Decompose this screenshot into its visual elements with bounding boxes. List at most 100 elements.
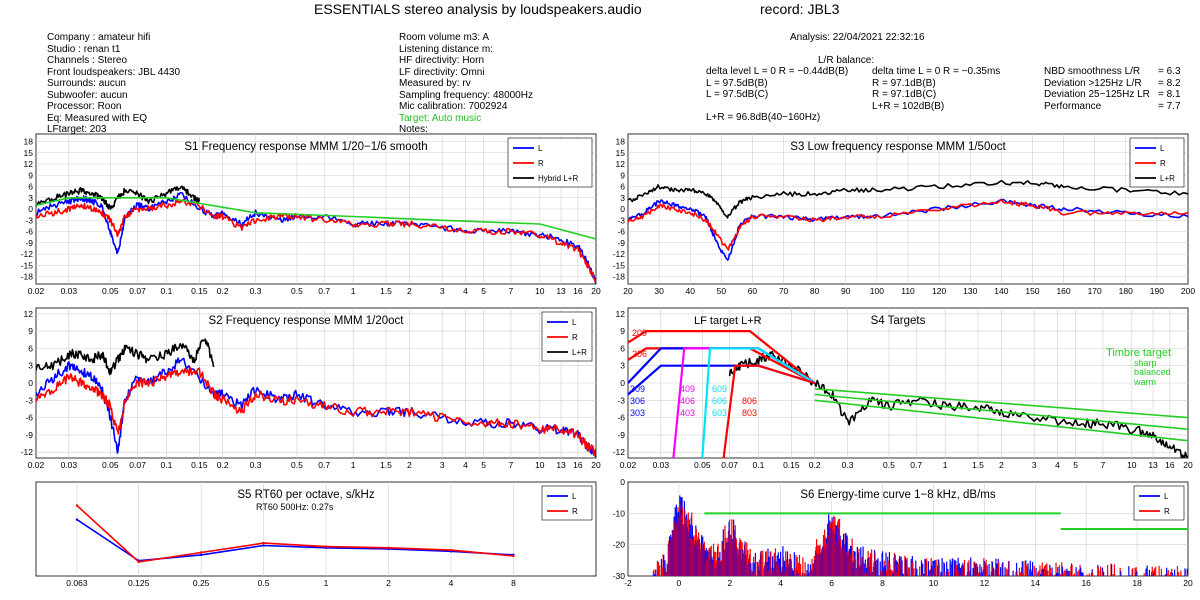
balance-col-left: delta level L = 0 R = −0.44dB(B) L = 97.… [706, 66, 848, 124]
x-tick-label: 5 [481, 460, 486, 470]
y-tick-label: 0 [28, 378, 33, 388]
panel-s2: 0.02 0.03 0.05 0.07 0.1 0.15 0.2 0.3 0.5 0.7 1 1.5 2… [21, 307, 601, 470]
x-tick-label: 190 [1150, 286, 1164, 296]
x-tick-label: 70 [779, 286, 789, 296]
x-tick-label: 200 [1181, 286, 1195, 296]
balance-level-l-b: L = 97.5dB(B) [706, 77, 768, 89]
series-hybrid-l-r [36, 185, 201, 210]
info-surrounds: Surrounds: aucun [47, 78, 126, 89]
y-tick-label: 3 [28, 193, 33, 203]
x-tick-label: 0.15 [191, 460, 208, 470]
x-tick-label: 16 [1165, 460, 1175, 470]
x-tick-label: 0.05 [694, 460, 711, 470]
data-point [75, 518, 79, 521]
panel-s4: 0.02 0.03 0.05 0.07 0.1 0.15 0.2 0.3 0.5 0.7 1 1.5 2… [613, 307, 1193, 470]
x-tick-label: 0.2 [217, 286, 229, 296]
x-tick-label: 0.2 [809, 460, 821, 470]
x-tick-label: 60 [748, 286, 758, 296]
plot-area [75, 504, 515, 564]
x-tick-label: 0.7 [318, 286, 330, 296]
x-tick-label: 0.15 [191, 286, 208, 296]
y-tick-label: -20 [613, 540, 626, 550]
y-tick-label: 0 [620, 477, 625, 487]
legend: LR [541, 485, 593, 521]
legend-label: R [572, 507, 578, 516]
y-tick-label: 12 [616, 309, 626, 319]
series-lf-806 [722, 364, 816, 458]
x-tick-label: 0.05 [102, 286, 119, 296]
x-tick-label: 140 [994, 286, 1008, 296]
legend-label: L [1160, 144, 1165, 153]
info-listening-distance: Listening distance m: [399, 43, 493, 55]
x-tick-label: 3 [1032, 460, 1037, 470]
lf-label-red: 206 [632, 349, 647, 359]
legend-label: R [538, 159, 544, 168]
score-label-dev-lf: Deviation 25−125Hz LR [1044, 89, 1150, 100]
x-tick-label: 13 [556, 460, 566, 470]
x-tick-label: 3 [440, 286, 445, 296]
legend-label: Hybrid L+R [538, 174, 578, 183]
y-tick-label: 9 [28, 170, 33, 180]
x-tick-label: 0.05 [102, 460, 119, 470]
legend-label: L [572, 492, 577, 501]
info-channels: Channels : Stereo [47, 55, 128, 66]
x-tick-label: 160 [1056, 286, 1070, 296]
panel-title: S2 Frequency response MMM 1/20oct [209, 315, 405, 327]
y-tick-label: -6 [617, 413, 625, 423]
x-tick-label: 4 [778, 578, 783, 588]
plot-area [628, 330, 1188, 458]
x-tick-label: 30 [654, 286, 664, 296]
balance-heading: L/R balance: [818, 55, 875, 66]
y-tick-label: 6 [620, 182, 625, 192]
plot-area [628, 179, 1188, 261]
x-tick-label: -2 [624, 578, 632, 588]
x-tick-label: 2 [407, 286, 412, 296]
lf-label-red: 209 [632, 328, 647, 338]
x-tick-label: 14 [1031, 578, 1041, 588]
y-tick-label: -3 [25, 215, 33, 225]
y-tick-label: -10 [613, 508, 626, 518]
info-lftarget: LFtarget: 203 [47, 124, 107, 135]
x-tick-label: 0.03 [61, 460, 78, 470]
legend: LR [1133, 485, 1185, 521]
x-tick-label: 10 [535, 460, 545, 470]
series-l-r [628, 179, 1188, 219]
x-tick-label: 16 [573, 286, 583, 296]
x-tick-label: 1.5 [380, 460, 392, 470]
record-label: record: JBL3 [760, 1, 840, 17]
x-tick-label: 0.5 [883, 460, 895, 470]
plot-area [36, 338, 596, 458]
panel-s5: 0.063 0.125 0.25 0.5 1 2 4 8 S5 RT60 per octave,… [35, 481, 597, 588]
lf-label-magenta: 403 [680, 408, 695, 418]
x-tick-label: 0.07 [721, 460, 738, 470]
x-tick-label: 0.3 [842, 460, 854, 470]
y-tick-label: -9 [617, 238, 625, 248]
x-tick-label: 50 [717, 286, 727, 296]
x-tick-label: 150 [1025, 286, 1039, 296]
x-tick-label: 1 [324, 578, 329, 588]
x-tick-label: 0.03 [61, 286, 78, 296]
legend-box [1133, 485, 1185, 521]
x-tick-label: 0.1 [753, 460, 765, 470]
legend: LR L+R [1129, 137, 1185, 188]
report-title: ESSENTIALS stereo analysis by loudspeake… [314, 1, 642, 17]
y-tick-label: -9 [617, 430, 625, 440]
series-r [36, 366, 596, 456]
y-tick-label: -18 [613, 272, 626, 282]
score-values: = 6.3 = 8.2 = 8.1 = 7.7 [1158, 66, 1181, 112]
y-tick-label: -12 [21, 447, 34, 457]
y-tick-label: 3 [620, 361, 625, 371]
y-tick-label: 9 [620, 326, 625, 336]
lf-target-label: LF target L+R [694, 315, 762, 327]
legend-label: L [572, 318, 577, 327]
x-tick-label: 4 [463, 460, 468, 470]
x-tick-label: 2 [386, 578, 391, 588]
info-front-loudspeakers: Front loudspeakers: JBL 4430 [47, 66, 181, 78]
x-tick-label: 0.2 [217, 460, 229, 470]
series-target-sharp [814, 388, 1188, 419]
y-tick-label: 12 [24, 309, 34, 319]
score-label-dev-hf: Deviation >125Hz L/R [1044, 77, 1142, 89]
lf-label-cyan: 606 [712, 396, 727, 406]
x-tick-label: 100 [870, 286, 884, 296]
